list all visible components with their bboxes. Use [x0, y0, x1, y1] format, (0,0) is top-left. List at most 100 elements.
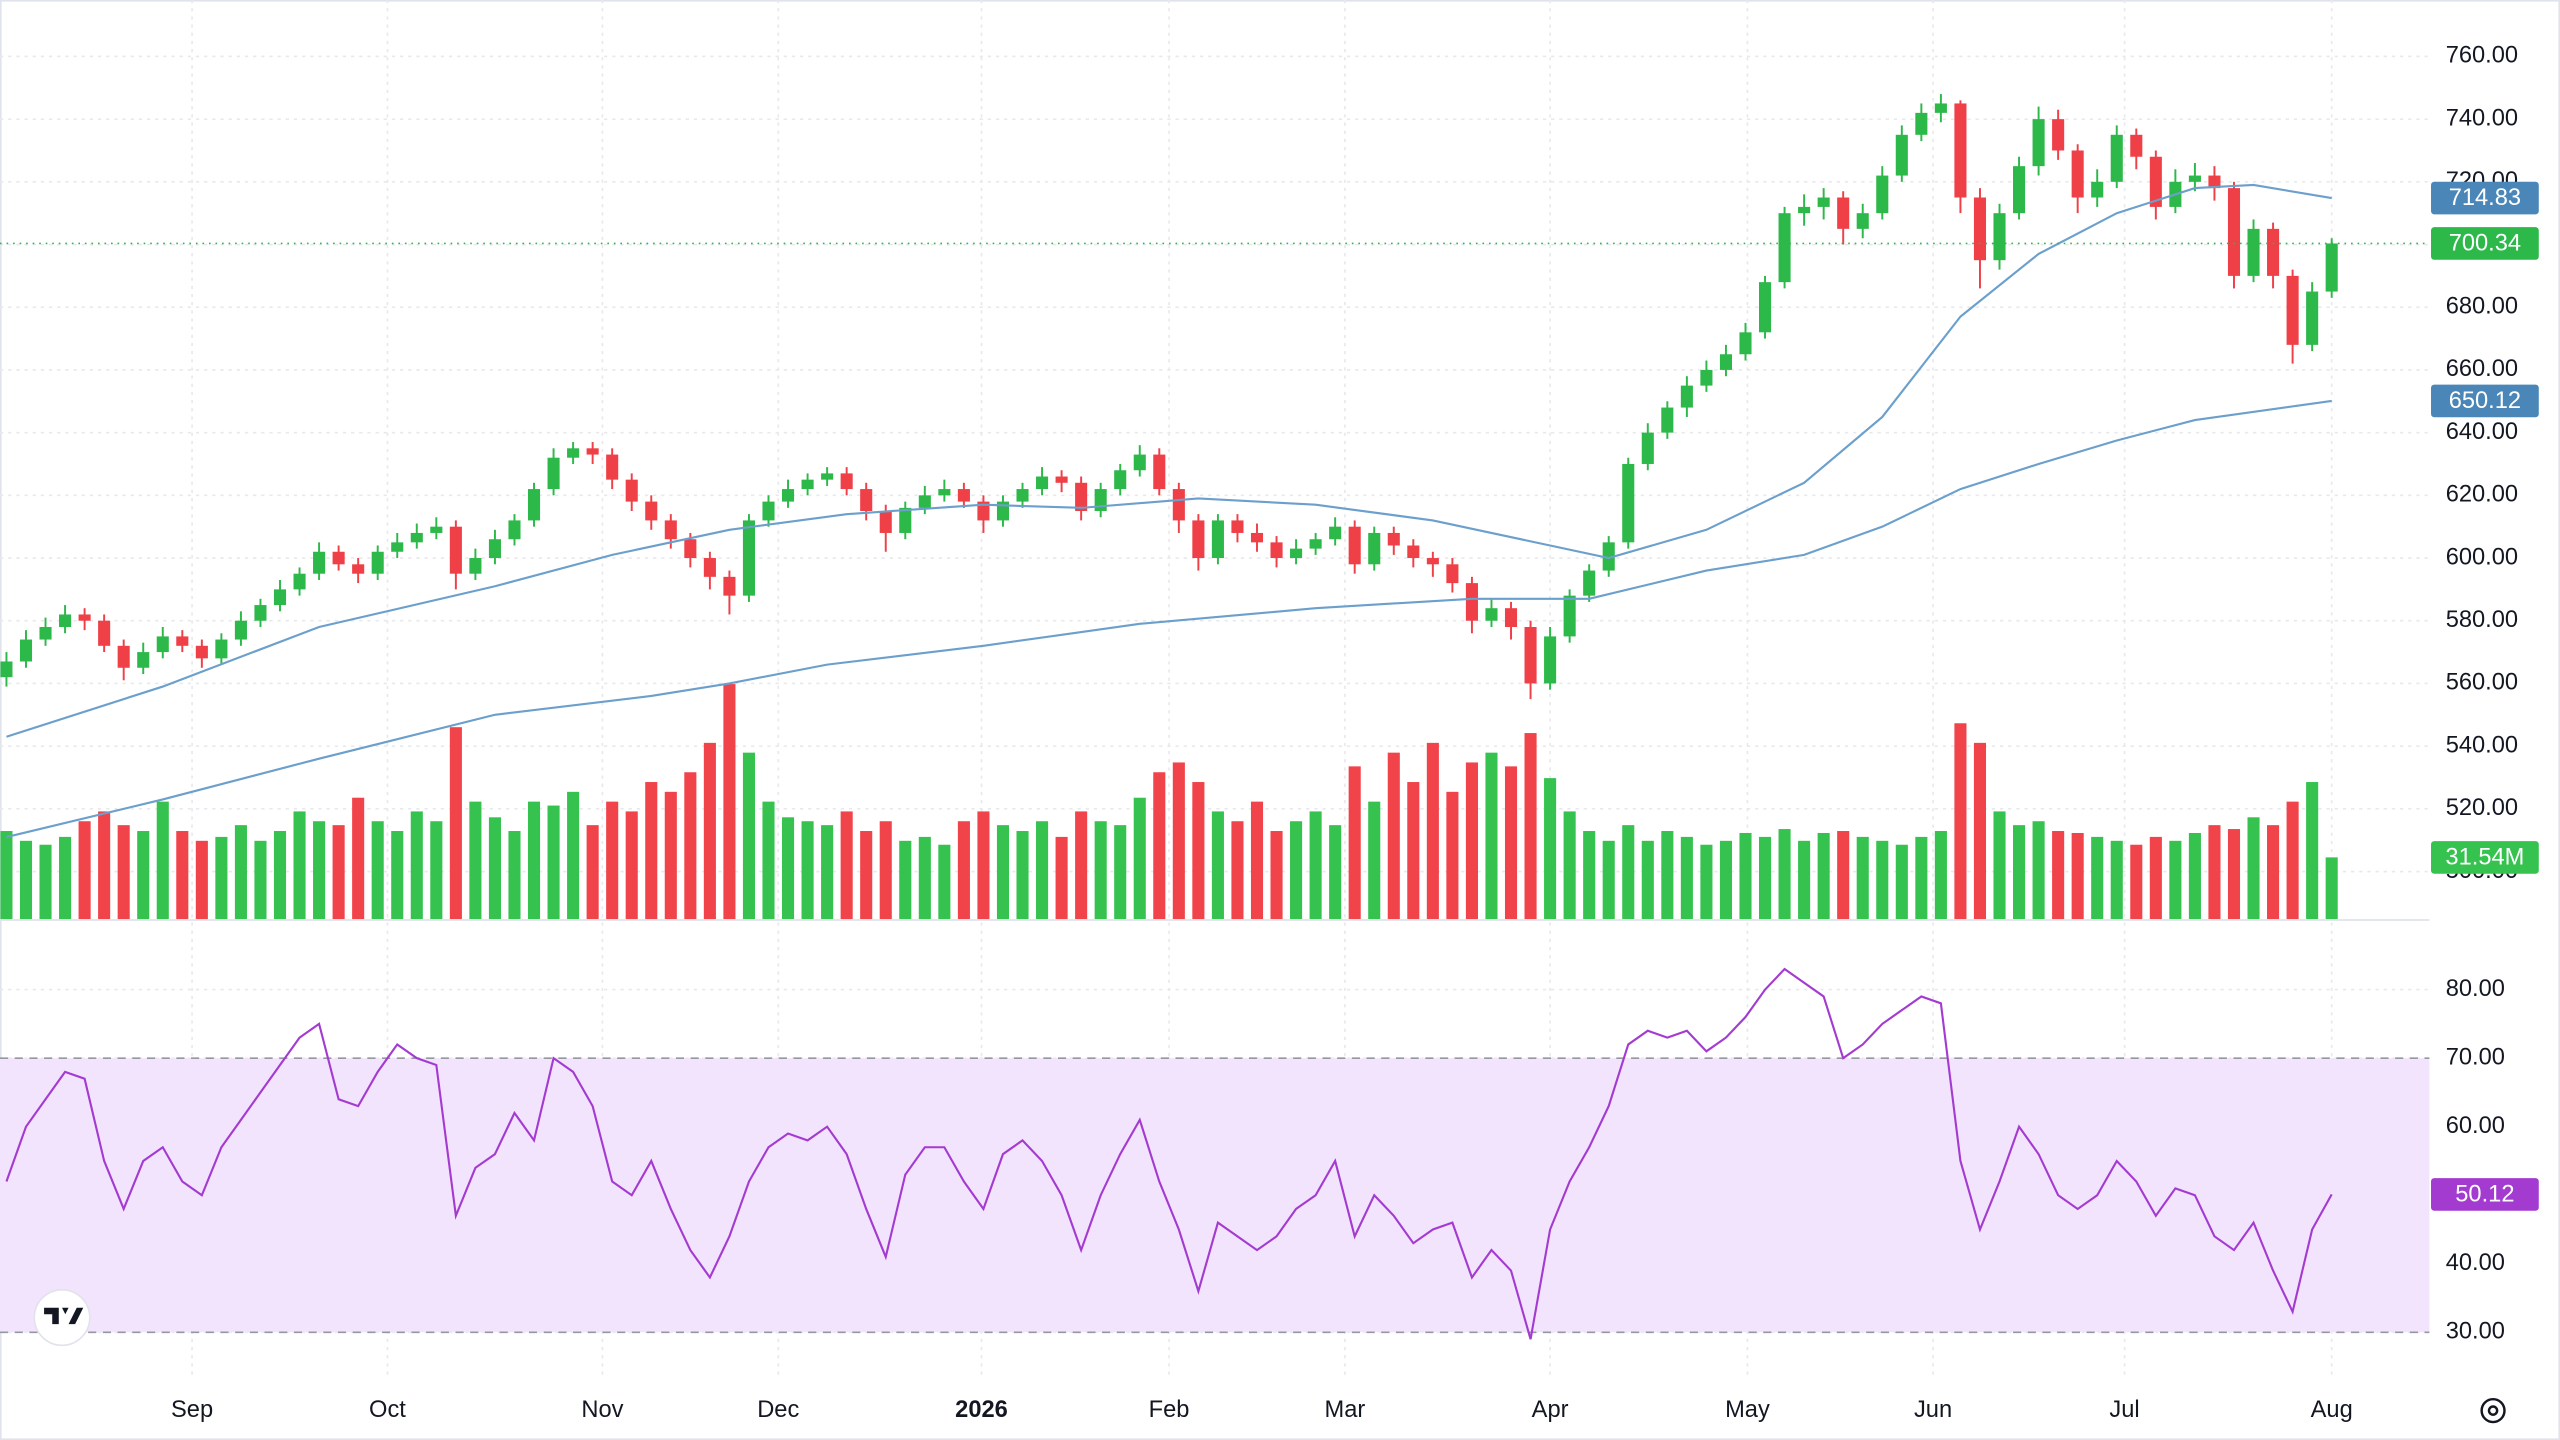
candle-body: [0, 661, 13, 678]
volume-bar: [176, 831, 189, 920]
candle-body: [176, 636, 189, 646]
candle-body: [1778, 213, 1791, 283]
rsi-value-label: 50.12: [2455, 1181, 2514, 1207]
candle-body: [1270, 542, 1283, 559]
candle-body: [137, 652, 150, 668]
volume-bar: [625, 811, 638, 920]
candle-body: [2052, 119, 2065, 151]
candle-body: [156, 636, 169, 653]
candle-body: [1192, 520, 1205, 559]
candle-body: [313, 551, 326, 574]
candle-body: [1153, 454, 1166, 490]
tradingview-logo[interactable]: [33, 1288, 91, 1347]
volume-bar: [2325, 857, 2338, 920]
candle-body: [1290, 548, 1303, 559]
candle-body: [1700, 369, 1713, 386]
candle-body: [293, 573, 306, 590]
candle-body: [391, 542, 404, 552]
x-tick-label: Sep: [171, 1397, 213, 1423]
volume-bar: [606, 801, 619, 920]
volume-bar: [1798, 840, 1811, 920]
candle-body: [2032, 119, 2045, 167]
volume-bar: [957, 821, 970, 920]
volume-bar: [78, 821, 91, 920]
volume-bar: [1993, 811, 2006, 920]
candle-body: [1075, 482, 1088, 512]
candle-body: [1798, 206, 1811, 214]
y-tick-label: 540.00: [2446, 732, 2518, 758]
volume-bar: [2227, 829, 2241, 920]
volume-bar: [98, 811, 111, 920]
volume-bar: [645, 782, 658, 920]
candle-body: [1837, 197, 1850, 229]
volume-bar: [1270, 831, 1283, 920]
candle-body: [1407, 545, 1420, 559]
volume-bar: [2149, 836, 2162, 920]
volume-bar: [2188, 832, 2201, 920]
volume-bar: [0, 831, 13, 920]
volume-bar: [2208, 825, 2221, 920]
volume-bar: [1915, 836, 1928, 920]
candle-body: [840, 473, 853, 490]
volume-bar: [1544, 778, 1557, 920]
x-tick-label: May: [1725, 1397, 1770, 1423]
settings-icon[interactable]: [2480, 1397, 2506, 1424]
volume-bar: [527, 801, 541, 920]
volume-bar: [1563, 811, 1576, 920]
volume-bar: [1368, 801, 1381, 920]
candle-body: [684, 539, 697, 559]
gear-ring: [2480, 1397, 2506, 1424]
y-tick-label: 740.00: [2446, 105, 2518, 131]
volume-bar: [410, 811, 423, 920]
volume-bar: [996, 825, 1010, 920]
candle-body: [1250, 532, 1264, 543]
volume-bar: [2169, 840, 2182, 920]
x-tick-label: 2026: [955, 1397, 1008, 1423]
volume-bar: [1700, 844, 1713, 920]
candle-body: [1348, 526, 1361, 565]
rsi-tick-label: 70.00: [2446, 1044, 2505, 1070]
candle-body: [469, 558, 482, 574]
candle-body: [1661, 407, 1674, 433]
volume-bar: [1172, 762, 1185, 920]
candle-body: [645, 501, 658, 521]
volume-bar: [371, 821, 384, 920]
candle-body: [1895, 134, 1908, 176]
logo-circle: [33, 1288, 91, 1347]
volume-bar: [469, 801, 482, 920]
volume-bar: [1290, 821, 1303, 920]
y-tick-label: 560.00: [2446, 670, 2518, 696]
candle-body: [2091, 181, 2104, 198]
candle-body: [1719, 354, 1732, 370]
candle-body: [1544, 636, 1557, 684]
volume-bar: [234, 825, 247, 920]
volume-bar: [39, 844, 52, 920]
x-tick-label: Oct: [369, 1397, 406, 1423]
candle-body: [430, 526, 443, 533]
volume-bar: [2267, 825, 2280, 920]
candle-body: [527, 489, 541, 521]
volume-bar: [782, 817, 795, 920]
moving-average-line: [6, 399, 2332, 839]
ma-value-label-bg: [2431, 181, 2539, 215]
volume-bar: [1387, 752, 1400, 920]
candle-body: [195, 645, 208, 659]
candle-body: [254, 605, 267, 621]
candle-body: [215, 639, 228, 659]
volume-bar: [703, 742, 716, 920]
volume-bar: [1055, 836, 1068, 920]
volume-bar: [156, 801, 169, 920]
volume-bar: [1016, 831, 1029, 920]
volume-bar: [1524, 733, 1537, 920]
volume-value-label: 31.54M: [2445, 844, 2524, 870]
volume-bar: [1036, 821, 1049, 920]
candle-body: [860, 489, 873, 512]
candle-body: [1368, 532, 1381, 565]
x-tick-label: Mar: [1325, 1397, 1366, 1423]
volume-bar: [918, 836, 931, 920]
last-price-label: 700.34: [2449, 231, 2521, 257]
candle-body: [1758, 282, 1772, 333]
candle-body: [1876, 175, 1889, 214]
y-tick-label: 760.00: [2446, 43, 2518, 69]
volume-bar: [2110, 840, 2123, 920]
